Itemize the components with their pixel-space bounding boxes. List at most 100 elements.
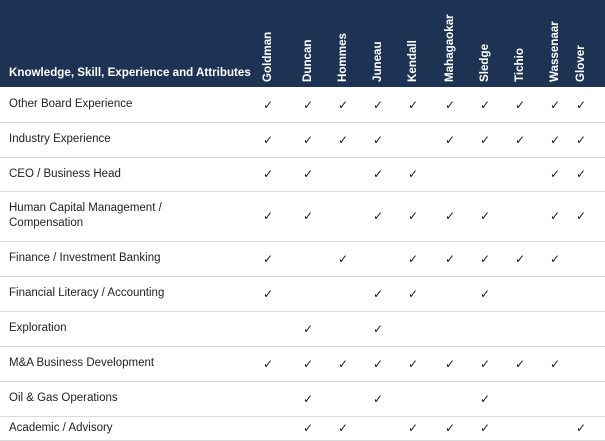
- checkmark-icon: ✓: [262, 97, 274, 112]
- checkmark-icon: ✓: [407, 209, 419, 223]
- checkmark-icon: ✓: [575, 167, 587, 181]
- checkmark-icon: ✓: [302, 356, 314, 371]
- checkmark-icon: ✓: [302, 421, 314, 435]
- skill-label: Academic / Advisory: [9, 421, 113, 434]
- checkmark-icon: ✓: [479, 97, 491, 112]
- checkmark-icon: ✓: [549, 209, 561, 223]
- header-title: Knowledge, Skill, Experience and Attribu…: [9, 66, 251, 79]
- column-header-hommes: Hommes: [336, 2, 350, 82]
- skill-label: M&A Business Development: [9, 357, 155, 369]
- column-header-tichio: Tichio: [513, 2, 527, 82]
- checkmark-icon: ✓: [444, 251, 456, 266]
- skill-label: Oil & Gas Operations: [9, 392, 118, 404]
- skill-label: Exploration: [9, 322, 67, 334]
- director-name: Goldman: [261, 31, 274, 82]
- column-header-kendall: Kendall: [406, 2, 420, 82]
- column-header-duncan: Duncan: [301, 2, 315, 82]
- checkmark-icon: ✓: [302, 321, 314, 336]
- column-header-wassenaar: Wassenaar: [548, 2, 562, 82]
- director-name: Kendall: [406, 40, 419, 82]
- checkmark-icon: ✓: [407, 97, 419, 112]
- checkmark-icon: ✓: [514, 132, 526, 147]
- checkmark-icon: ✓: [262, 251, 274, 266]
- checkmark-icon: ✓: [444, 209, 456, 223]
- director-name: Tichio: [513, 48, 526, 82]
- checkmark-icon: ✓: [549, 167, 561, 181]
- checkmark-icon: ✓: [372, 209, 384, 223]
- director-name: Mahagaokar: [443, 14, 456, 82]
- checkmark-icon: ✓: [372, 97, 384, 112]
- director-name: Hommes: [336, 33, 349, 82]
- checkmark-icon: ✓: [479, 132, 491, 147]
- skill-label: Financial Literacy / Accounting: [9, 287, 165, 299]
- column-header-mahagaokar: Mahagaokar: [443, 2, 457, 82]
- skill-label: Industry Experience: [9, 133, 111, 145]
- checkmark-icon: ✓: [337, 97, 349, 112]
- matrix-row: Exploration ✓ ✓: [0, 311, 605, 347]
- director-name: Juneau: [371, 41, 384, 82]
- checkmark-icon: ✓: [372, 356, 384, 371]
- matrix-row: Human Capital Management / Compensation ✓…: [0, 191, 605, 242]
- matrix-row: Other Board Experience ✓ ✓ ✓ ✓ ✓ ✓ ✓ ✓ ✓ ✓: [0, 87, 605, 123]
- checkmark-icon: ✓: [407, 356, 419, 371]
- checkmark-icon: ✓: [262, 286, 274, 301]
- checkmark-icon: ✓: [575, 421, 587, 435]
- skill-label: Human Capital Management / Compensation: [9, 202, 162, 229]
- checkmark-icon: ✓: [514, 251, 526, 266]
- checkmark-icon: ✓: [302, 209, 314, 223]
- checkmark-icon: ✓: [444, 97, 456, 112]
- checkmark-icon: ✓: [302, 167, 314, 181]
- checkmark-icon: ✓: [262, 356, 274, 371]
- matrix-row: M&A Business Development ✓ ✓ ✓ ✓ ✓ ✓ ✓ ✓ ✓: [0, 346, 605, 382]
- checkmark-icon: ✓: [262, 132, 274, 147]
- checkmark-icon: ✓: [549, 132, 561, 147]
- checkmark-icon: ✓: [514, 97, 526, 112]
- checkmark-icon: ✓: [372, 286, 384, 301]
- skill-label: Finance / Investment Banking: [9, 252, 161, 264]
- column-header-juneau: Juneau: [371, 2, 385, 82]
- checkmark-icon: ✓: [262, 209, 274, 223]
- checkmark-icon: ✓: [549, 97, 561, 112]
- checkmark-icon: ✓: [549, 356, 561, 371]
- matrix-row: CEO / Business Head ✓ ✓ ✓ ✓ ✓ ✓: [0, 157, 605, 192]
- checkmark-icon: ✓: [407, 167, 419, 181]
- skill-label: CEO / Business Head: [9, 167, 121, 180]
- checkmark-icon: ✓: [302, 132, 314, 147]
- checkmark-icon: ✓: [372, 391, 384, 406]
- checkmark-icon: ✓: [575, 97, 587, 112]
- director-name: Duncan: [301, 39, 314, 82]
- checkmark-icon: ✓: [575, 209, 587, 223]
- checkmark-icon: ✓: [337, 356, 349, 371]
- checkmark-icon: ✓: [444, 421, 456, 435]
- matrix-row: Finance / Investment Banking ✓ ✓ ✓ ✓ ✓ ✓ ✓: [0, 241, 605, 277]
- checkmark-icon: ✓: [549, 251, 561, 266]
- director-name: Glover: [574, 45, 587, 82]
- checkmark-icon: ✓: [479, 251, 491, 266]
- skill-label: Other Board Experience: [9, 98, 133, 110]
- checkmark-icon: ✓: [372, 132, 384, 147]
- column-header-glover: Glover: [574, 2, 588, 82]
- checkmark-icon: ✓: [407, 251, 419, 266]
- checkmark-icon: ✓: [337, 132, 349, 147]
- checkmark-icon: ✓: [337, 251, 349, 266]
- matrix-row: Oil & Gas Operations ✓ ✓ ✓: [0, 381, 605, 417]
- checkmark-icon: ✓: [479, 391, 491, 406]
- matrix-row: Academic / Advisory ✓ ✓ ✓ ✓ ✓ ✓: [0, 416, 605, 441]
- checkmark-icon: ✓: [479, 286, 491, 301]
- checkmark-icon: ✓: [575, 132, 587, 147]
- checkmark-icon: ✓: [407, 421, 419, 435]
- checkmark-icon: ✓: [262, 167, 274, 181]
- director-name: Sledge: [478, 43, 491, 82]
- checkmark-icon: ✓: [479, 356, 491, 371]
- checkmark-icon: ✓: [372, 321, 384, 336]
- checkmark-icon: ✓: [302, 391, 314, 406]
- checkmark-icon: ✓: [444, 132, 456, 147]
- column-header-goldman: Goldman: [261, 2, 275, 82]
- checkmark-icon: ✓: [479, 421, 491, 435]
- checkmark-icon: ✓: [407, 286, 419, 301]
- checkmark-icon: ✓: [302, 97, 314, 112]
- director-name: Wassenaar: [548, 21, 561, 82]
- column-header-sledge: Sledge: [478, 2, 492, 82]
- checkmark-icon: ✓: [372, 167, 384, 181]
